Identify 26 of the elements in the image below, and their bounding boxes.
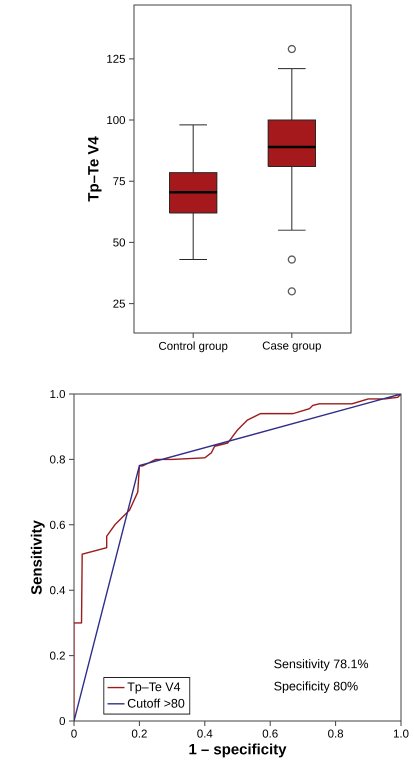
annotation: Sensitivity 78.1% <box>274 659 368 671</box>
y-tick-label: 0 <box>60 716 66 726</box>
y-tick-label: 50 <box>113 238 126 246</box>
y-tick-label: 75 <box>113 177 125 186</box>
y-tick-label: 25 <box>113 300 125 308</box>
y-tick-label: 0.6 <box>50 520 65 529</box>
x-tick-label: 0.2 <box>132 730 147 738</box>
y-tick-label: 100 <box>107 116 126 124</box>
y-axis-title: Tp–Te V4 <box>88 136 102 202</box>
x-tick-label: 0.6 <box>262 730 278 738</box>
y-tick-label: 0.4 <box>50 586 66 594</box>
annotation: Specificity 80% <box>274 681 358 693</box>
x-tick-label: Control group <box>159 342 228 352</box>
legend-label: Cutoff >80 <box>128 698 184 708</box>
x-tick-label: 0.4 <box>197 730 212 738</box>
x-tick-label: 1.0 <box>394 730 409 738</box>
x-axis-title: 1 – specificity <box>189 743 286 758</box>
y-tick-label: 0.8 <box>50 455 65 464</box>
x-tick-label: Case group <box>262 342 321 352</box>
x-tick-label: 0 <box>71 730 77 738</box>
y-tick-label: 125 <box>107 54 125 63</box>
x-tick-label: 0.8 <box>328 730 344 738</box>
y-tick-label: 0.2 <box>50 652 65 660</box>
legend-label: Tp–Te V4 <box>127 682 180 694</box>
y-axis-title: Sensitivity <box>30 520 45 594</box>
y-tick-label: 1.0 <box>50 390 66 398</box>
